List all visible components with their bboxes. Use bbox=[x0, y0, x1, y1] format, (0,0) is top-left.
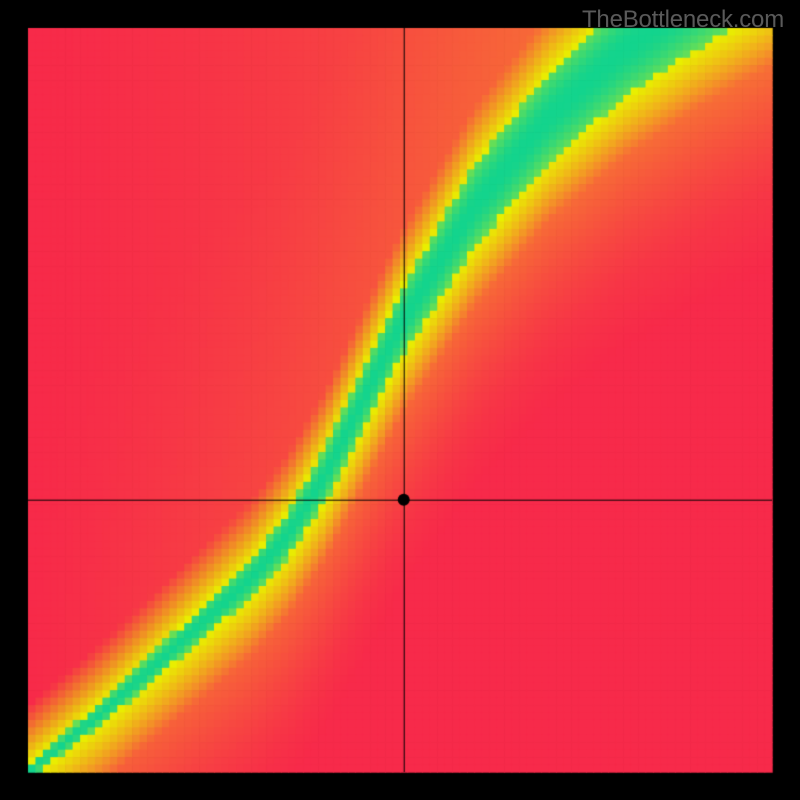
chart-container: TheBottleneck.com bbox=[0, 0, 800, 800]
bottleneck-heatmap bbox=[0, 0, 800, 800]
watermark-text: TheBottleneck.com bbox=[582, 6, 784, 34]
